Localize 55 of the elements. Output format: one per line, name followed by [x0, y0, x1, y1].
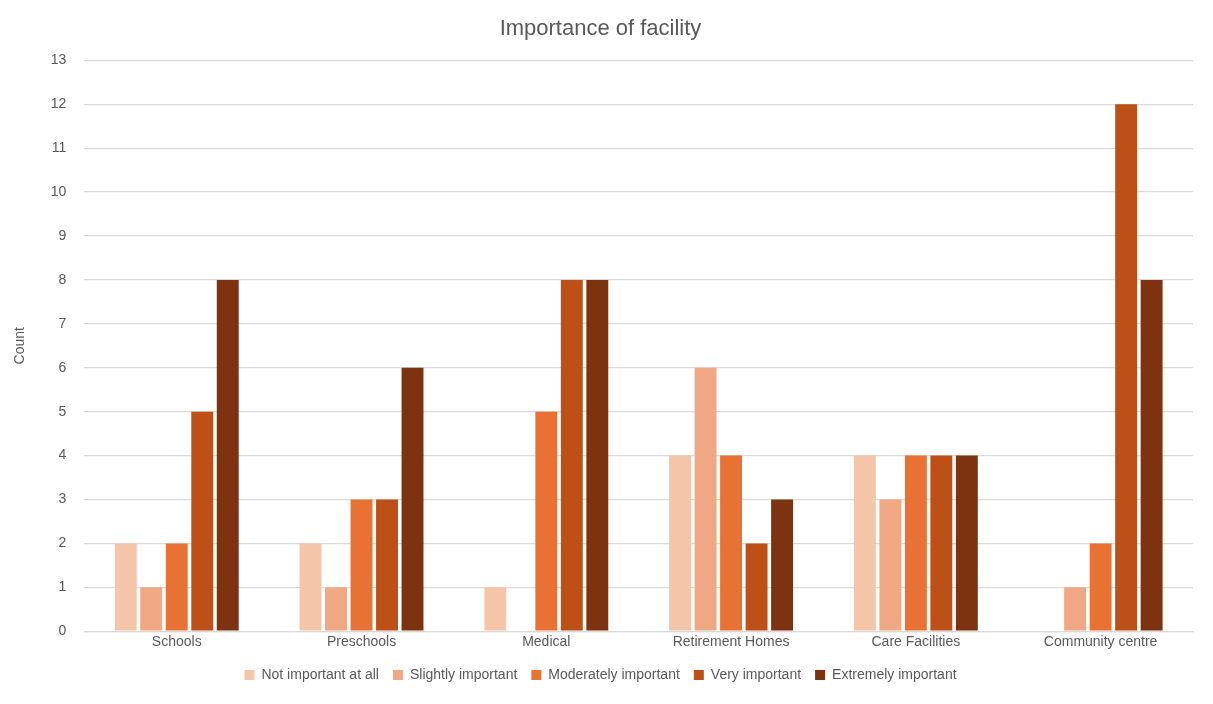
- bar: [401, 367, 424, 631]
- x-tick-label: Retirement Homes: [672, 633, 790, 650]
- bar: [114, 543, 137, 631]
- bar: [484, 587, 507, 631]
- bar: [191, 411, 214, 631]
- bar: [535, 411, 558, 631]
- y-tick-label: 10: [50, 182, 67, 199]
- chart-title: Importance of facility: [499, 15, 702, 41]
- bar: [669, 455, 692, 631]
- y-axis-title: Count: [11, 327, 28, 365]
- x-tick-label: Medical: [522, 633, 571, 650]
- bar: [1089, 543, 1112, 631]
- bar: [853, 455, 876, 631]
- bar: [694, 367, 717, 631]
- y-tick-label: 4: [58, 446, 67, 463]
- y-tick-label: 12: [50, 95, 67, 112]
- bar: [376, 499, 398, 631]
- x-tick-label: Preschools: [326, 633, 397, 650]
- bar: [955, 455, 978, 631]
- legend-label: Not important at all: [261, 665, 379, 682]
- legend-label: Very important: [710, 665, 802, 682]
- y-tick-label: 0: [58, 622, 67, 639]
- legend-label: Moderately important: [548, 665, 680, 682]
- y-tick-label: 9: [58, 226, 67, 243]
- x-tick-label: Community centre: [1043, 633, 1158, 650]
- bar: [165, 543, 188, 631]
- bar: [350, 499, 373, 631]
- bar: [745, 543, 768, 631]
- bar: [299, 543, 322, 631]
- y-tick-label: 3: [58, 490, 67, 507]
- bar: [904, 455, 927, 631]
- bar: [216, 279, 239, 631]
- legend-label: Slightly important: [409, 665, 518, 682]
- bar: [560, 279, 583, 631]
- y-tick-label: 2: [58, 534, 67, 551]
- x-tick-label: Care Facilities: [871, 633, 961, 650]
- bar: [771, 499, 794, 631]
- bar: [1115, 104, 1138, 631]
- y-tick-label: 6: [58, 358, 67, 375]
- bar: [140, 587, 163, 631]
- bar: [879, 499, 902, 631]
- y-tick-label: 1: [58, 578, 67, 595]
- bar: [325, 587, 347, 631]
- x-tick-label: Schools: [151, 633, 202, 650]
- y-tick-label: 13: [50, 51, 67, 68]
- y-tick-label: 5: [58, 402, 67, 419]
- bar: [1064, 587, 1087, 631]
- bar: [720, 455, 743, 631]
- y-tick-label: 8: [58, 270, 67, 287]
- bar: [1140, 279, 1163, 631]
- y-tick-label: 11: [51, 139, 67, 156]
- bar: [930, 455, 953, 631]
- legend-label: Extremely important: [832, 665, 957, 682]
- bar: [586, 279, 609, 631]
- y-tick-label: 7: [58, 314, 67, 331]
